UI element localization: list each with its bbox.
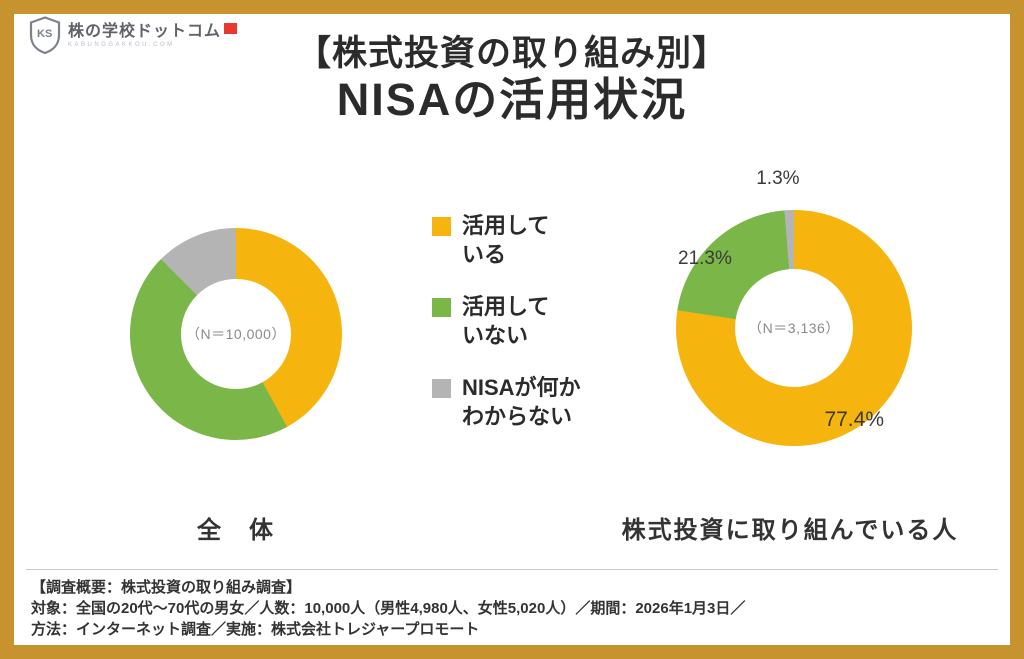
title-line1: 【株式投資の取り組み別】 <box>295 34 728 73</box>
logo-red-badge <box>224 22 238 34</box>
title-line2: NISAの活用状況 <box>336 74 688 126</box>
logo-shield-icon: KS <box>29 16 61 54</box>
chart-caption-overall: 全 体 <box>197 517 275 544</box>
legend-swatch-green <box>432 298 451 318</box>
svg-text:KS: KS <box>37 28 52 40</box>
logo-title: 株の学校ドットコム <box>68 22 222 40</box>
survey-overview: 【調査概要：株式投資の取り組み調査】 対象：全国の20代〜70代の男女／人数：1… <box>31 577 996 640</box>
legend: 活用して いる 活用して いない NISAが何か わからない <box>432 212 642 456</box>
donut-hole-overall: （N＝10,000） <box>181 279 291 389</box>
legend-swatch-yellow <box>432 217 451 236</box>
logo-subtitle: KABUNOGAKKOU.COM <box>68 42 175 49</box>
sample-size-investors: （N＝3,136） <box>748 320 840 336</box>
logo: KS 株の学校ドットコム KABUNOGAKKOU.COM <box>28 16 238 54</box>
chart-caption-investors: 株式投資に取り組んでいる人 <box>621 517 959 544</box>
legend-label-not-using: 活用して いない <box>462 294 550 348</box>
legend-label-dont-know: NISAが何か わからない <box>462 375 581 429</box>
donut-chart-overall: （N＝10,000） <box>130 228 342 440</box>
survey-overview-line3: 方法：インターネット調査／実施：株式会社トレジャープロモート <box>31 621 480 638</box>
value-label-dont-know: 1.3% <box>756 168 800 189</box>
sample-size-overall: （N＝10,000） <box>186 326 286 342</box>
donut-chart-investors: （N＝3,136） 77.4% 21.3% 1.3% <box>676 168 912 446</box>
footer-divider <box>26 569 998 570</box>
value-label-not-using: 21.3% <box>678 248 732 269</box>
legend-item-using: 活用して いる <box>432 212 642 269</box>
legend-item-not-using: 活用して いない <box>432 293 642 350</box>
legend-item-dont-know: NISAが何か わからない <box>432 374 642 431</box>
title-block: 【株式投資の取り組み別】 NISAの活用状況 <box>14 34 1010 126</box>
value-label-using: 77.4% <box>824 408 884 431</box>
survey-overview-title: 【調査概要：株式投資の取り組み調査】 <box>31 579 302 596</box>
legend-swatch-gray <box>432 379 451 399</box>
donut-hole-investors: （N＝3,136） <box>735 269 853 387</box>
legend-label-using: 活用して いる <box>462 213 550 267</box>
survey-overview-line2: 対象：全国の20代〜70代の男女／人数：10,000人（男性4,980人、女性5… <box>31 600 746 617</box>
